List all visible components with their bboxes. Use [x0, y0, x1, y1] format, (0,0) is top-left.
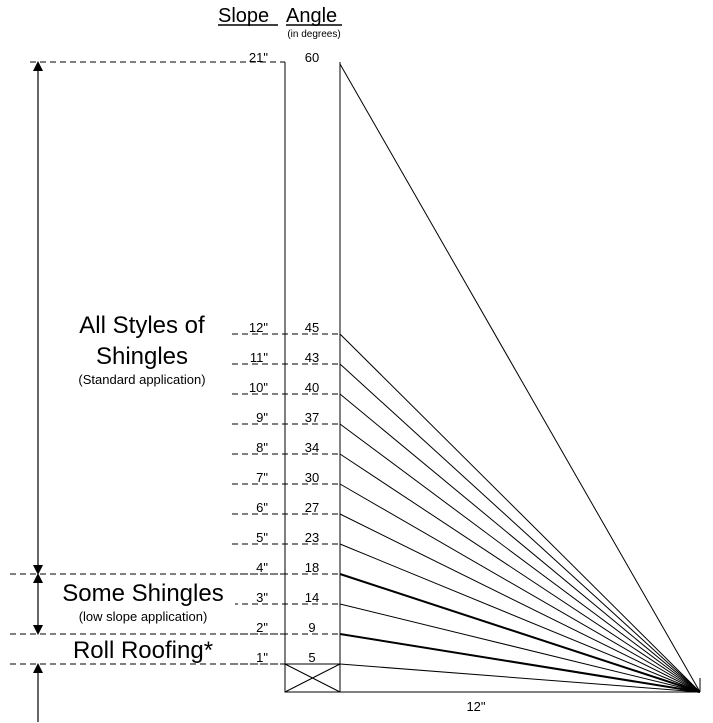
slope-line [339, 543, 701, 693]
slope-label: 12" [249, 320, 268, 335]
all-styles-note: (Standard application) [78, 372, 205, 387]
angle-label: 37 [305, 410, 319, 425]
angle-label: 9 [308, 620, 315, 635]
slope-row-7: 7" 30 [232, 470, 701, 693]
angle-label: 40 [305, 380, 319, 395]
all-styles-label-backdrop [62, 305, 222, 395]
slope-row-10: 10" 40 [232, 380, 701, 693]
slope-line [339, 333, 701, 693]
slope-row-4: 4" 18 [232, 560, 701, 693]
slope-label: 7" [256, 470, 268, 485]
slope-label: 2" [256, 620, 268, 635]
slope-label: 8" [256, 440, 268, 455]
slope-line [339, 483, 701, 693]
angle-label: 5 [308, 650, 315, 665]
slope-label: 11" [250, 350, 268, 365]
slope-column-header: Slope [218, 5, 269, 27]
slope-line [339, 453, 701, 693]
angle-label: 23 [305, 530, 319, 545]
roll-roofing-label: Roll Roofing* [73, 637, 213, 664]
all-styles-label-line2: Shingles [96, 343, 188, 370]
base-box-cross-b [284, 663, 341, 693]
angle-label: 45 [305, 320, 319, 335]
angle-column-header: Angle [286, 5, 337, 27]
slope-label: 6" [256, 500, 268, 515]
slope-row-8: 8" 34 [232, 440, 701, 693]
angle-unit-note: (in degrees) [287, 29, 340, 40]
slope-line [339, 633, 701, 693]
slope-label: 10" [249, 380, 268, 395]
slope-label: 1" [256, 650, 268, 665]
some-shingles-label: Some Shingles [62, 580, 223, 607]
slope-line [339, 423, 701, 693]
angle-label: 34 [305, 440, 319, 455]
angle-label: 18 [305, 560, 319, 575]
some-shingles-note: (low slope application) [79, 609, 208, 624]
angle-label: 30 [305, 470, 319, 485]
angle-label: 27 [305, 500, 319, 515]
slope-line [339, 513, 701, 693]
angle-label: 60 [305, 50, 319, 65]
slope-label: 3" [256, 590, 268, 605]
slope-row-21: 21" 60 [249, 50, 701, 693]
slope-line [339, 573, 701, 693]
roll-roofing-label-backdrop [66, 637, 226, 663]
slope-line [339, 603, 701, 693]
slope-label: 9" [256, 410, 268, 425]
slope-line [339, 663, 701, 693]
slope-rows: 21" 60 12" 45 11" 43 10" 40 9" 37 8" 34 7" 30 6" 27 5" 23… [232, 50, 701, 693]
all-styles-label-line1: All Styles of [79, 312, 205, 339]
slope-row-11: 11" 43 [232, 350, 701, 693]
angle-label: 14 [305, 590, 319, 605]
base-run-label: 12" [466, 699, 485, 714]
slope-row-6: 6" 27 [232, 500, 701, 693]
slope-row-5: 5" 23 [232, 530, 701, 693]
slope-label: 5" [256, 530, 268, 545]
slope-line [339, 393, 701, 693]
slope-line [339, 63, 701, 693]
slope-row-2: 2" 9 [232, 620, 701, 693]
slope-row-1: 1" 5 [232, 650, 701, 693]
slope-line [339, 363, 701, 693]
slope-label: 4" [256, 560, 268, 575]
some-shingles-label-backdrop [50, 578, 235, 628]
slope-row-12: 12" 45 [232, 320, 701, 693]
slope-row-9: 9" 37 [232, 410, 701, 693]
angle-label: 43 [305, 350, 319, 365]
slope-label: 21" [249, 50, 268, 65]
slope-row-3: 3" 14 [232, 590, 701, 693]
